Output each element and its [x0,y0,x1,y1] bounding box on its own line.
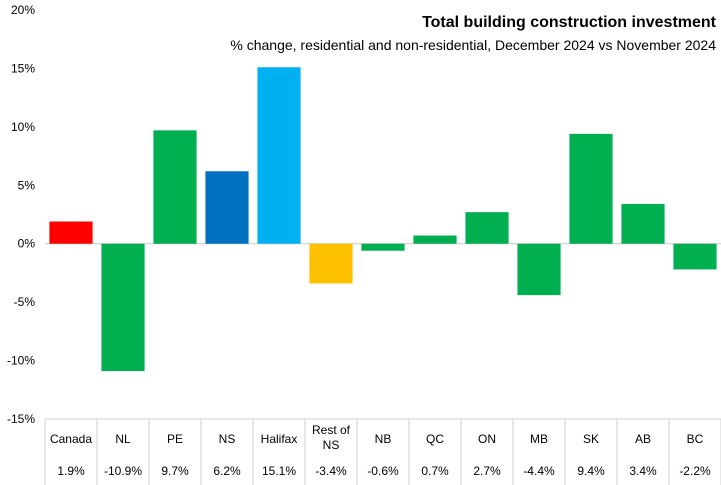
category-label: BC [687,432,704,446]
bar-mb [517,243,561,296]
y-tick-label: 5% [18,178,36,192]
bar-bc [673,243,717,270]
category-label: QC [426,432,444,446]
y-tick-label: -5% [14,295,36,309]
category-labels: Canada NL PE NS Halifax Rest of NS NB QC ON MB SK AB… [50,423,704,452]
category-label: Canada [50,432,92,446]
category-label: ON [478,432,496,446]
value-label: 6.2% [213,464,241,478]
chart-title: Total building construction investment [422,14,717,31]
category-label: NL [115,432,131,446]
bars [49,67,717,372]
category-label: Rest of NS [312,423,351,452]
value-label: 15.1% [262,464,296,478]
bar-ab [621,203,665,244]
value-label: -4.4% [523,464,555,478]
value-label: 3.4% [629,464,657,478]
y-axis: -15% -10% -5% 0% 5% 10% 15% 20% [7,3,35,426]
value-label: -2.2% [679,464,711,478]
category-label: MB [530,432,548,446]
bar-rest-of-ns [309,243,353,284]
category-label: NS [219,432,236,446]
value-label: -0.6% [367,464,399,478]
y-tick-label: 10% [11,120,35,134]
category-label: PE [167,432,183,446]
y-tick-label: 0% [18,237,36,251]
category-table-grid [44,418,721,485]
value-label: 9.7% [161,464,189,478]
bar-qc [413,235,457,244]
bar-on [465,212,509,244]
value-label: 2.7% [473,464,501,478]
value-labels: 1.9% -10.9% 9.7% 6.2% 15.1% -3.4% -0.6% 0.7% 2.7… [57,464,711,478]
y-tick-label: 20% [11,3,35,17]
bar-nl [101,243,145,372]
bar-halifax [257,67,301,244]
value-label: 0.7% [421,464,449,478]
y-tick-label: -10% [7,354,35,368]
category-label: NB [375,432,392,446]
y-tick-label: 15% [11,61,35,75]
value-label: -3.4% [315,464,347,478]
chart-subtitle: % change, residential and non-residentia… [230,37,716,53]
bar-sk [569,133,613,244]
value-label: 9.4% [577,464,605,478]
bar-canada [49,221,93,244]
value-label: 1.9% [57,464,85,478]
bar-pe [153,130,197,244]
bar-nb [361,243,405,251]
category-label: AB [635,432,651,446]
bar-ns [205,171,249,244]
category-label: Halifax [261,432,298,446]
value-label: -10.9% [104,464,142,478]
category-label: SK [583,432,599,446]
y-tick-label: -15% [7,412,35,426]
